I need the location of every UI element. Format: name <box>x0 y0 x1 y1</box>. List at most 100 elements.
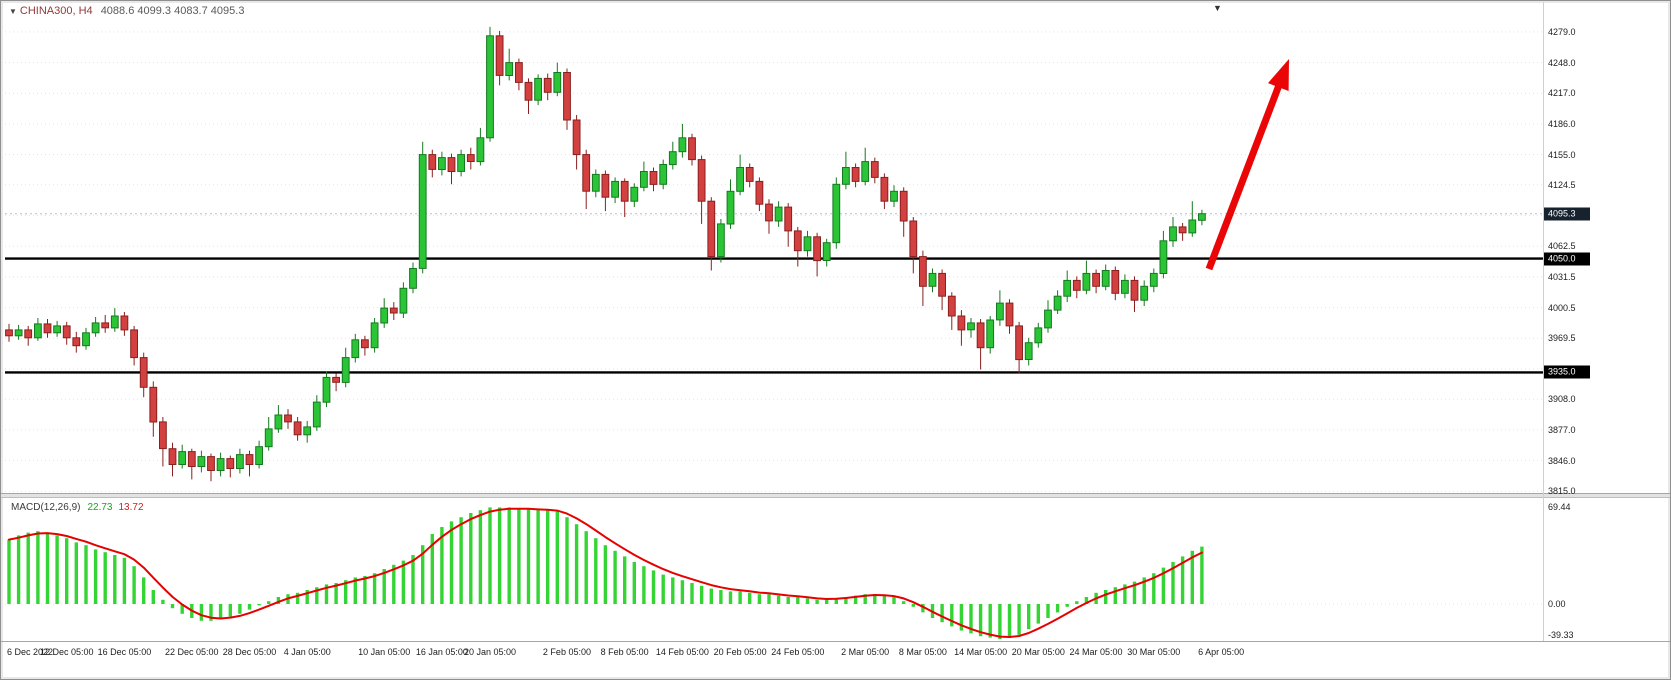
time-tick-label: 4 Jan 05:00 <box>283 647 331 657</box>
candle <box>428 149 437 178</box>
macd-tick-label: 69.44 <box>1548 502 1571 512</box>
trend-arrow-object[interactable] <box>1205 59 1289 271</box>
macd-histogram-bar <box>978 604 983 637</box>
candle <box>524 78 533 114</box>
time-axis[interactable]: 6 Dec 2022 12 Dec 05:00 16 Dec 05:00 22 Dec… <box>1 642 1670 664</box>
price-tick-label: 3877.0 <box>1548 424 1576 435</box>
macd-histogram-bar <box>728 591 733 604</box>
candle <box>784 203 793 247</box>
hline-price-label: 4050.0 <box>1544 252 1590 266</box>
macd-histogram-bar <box>430 534 434 604</box>
candle <box>149 381 158 437</box>
macd-histogram-bar <box>603 545 608 604</box>
price-tick-label: 3815.0 <box>1548 486 1576 497</box>
main-chart-area[interactable] <box>5 19 1543 492</box>
candle <box>178 444 187 469</box>
macd-histogram-bar <box>844 597 848 604</box>
candle <box>928 268 937 293</box>
macd-histogram-bar <box>1046 604 1050 618</box>
candle <box>717 219 725 263</box>
candle <box>1111 266 1120 301</box>
macd-histogram-bar <box>1200 546 1204 604</box>
macd-tick-label: -39.33 <box>1548 630 1574 640</box>
panel-splitter[interactable] <box>1 493 1670 498</box>
price-tick-label: 4124.5 <box>1548 179 1576 190</box>
time-tick-label: 24 Feb 05:00 <box>771 647 825 657</box>
macd-histogram-bar <box>940 604 944 623</box>
macd-histogram-bar <box>199 604 204 621</box>
macd-histogram-bar <box>555 511 559 604</box>
macd-histogram-bar <box>74 542 78 604</box>
macd-histogram-bar <box>103 552 107 604</box>
macd-histogram-bar <box>1075 601 1079 604</box>
main-chart-svg[interactable] <box>5 19 1543 492</box>
macd-histogram-bar <box>238 604 242 614</box>
macd-chart-svg[interactable] <box>5 498 1543 640</box>
macd-histogram-bar <box>671 577 675 604</box>
macd-histogram-bar <box>151 590 155 604</box>
candle <box>72 331 81 353</box>
macd-indicator-area[interactable] <box>5 498 1543 640</box>
macd-histogram-bar <box>353 577 357 604</box>
candle <box>726 179 735 229</box>
candle <box>947 292 956 330</box>
candle <box>389 302 398 320</box>
price-axis[interactable]: 4279.0 4248.0 4217.0 4186.0 4155.0 4124.5 4062… <box>1544 1 1670 641</box>
candle <box>668 141 677 170</box>
macd-histogram-bar <box>546 510 550 604</box>
candle <box>457 149 466 177</box>
candle <box>1082 260 1091 295</box>
macd-histogram-bar <box>209 604 213 621</box>
candle <box>130 325 138 366</box>
chart-shift-marker-icon[interactable]: ▼ <box>1213 3 1222 13</box>
candle <box>534 74 543 106</box>
macd-signal-value: 13.72 <box>118 502 144 513</box>
candle <box>563 68 571 130</box>
macd-histogram-bar <box>228 604 232 617</box>
price-tick-label: 4279.0 <box>1548 26 1576 37</box>
macd-indicator-label: MACD(12,26,9) 22.73 13.72 <box>11 502 144 513</box>
macd-histogram-bar <box>497 507 502 604</box>
macd-main-value: 22.73 <box>87 502 113 513</box>
macd-histogram-bar <box>36 531 40 604</box>
price-tick-label: 4031.5 <box>1548 271 1576 282</box>
candle <box>1101 264 1110 291</box>
macd-histogram-bar <box>84 545 88 604</box>
macd-histogram-bar <box>392 564 396 604</box>
time-tick-label: 16 Dec 05:00 <box>97 647 152 657</box>
macd-histogram-bar <box>969 604 973 634</box>
macd-histogram-bar <box>574 524 579 604</box>
macd-histogram-bar <box>815 599 819 604</box>
candle <box>91 317 100 337</box>
candle <box>1140 280 1149 307</box>
macd-histogram-bar <box>469 513 473 604</box>
candle <box>649 167 658 192</box>
macd-histogram-bar <box>401 560 406 604</box>
macd-histogram-bar <box>507 507 511 604</box>
macd-histogram-bar <box>1084 597 1089 604</box>
candle <box>34 318 42 341</box>
macd-histogram-bar <box>257 604 261 606</box>
candle <box>110 308 119 332</box>
macd-histogram-bar <box>998 604 1002 639</box>
candle <box>1053 290 1062 314</box>
macd-histogram-bar <box>478 510 483 604</box>
macd-histogram-bar <box>699 585 704 604</box>
candle <box>572 115 581 170</box>
macd-histogram-bar <box>1036 604 1040 624</box>
candle <box>1092 269 1100 294</box>
candle <box>755 177 764 212</box>
candle <box>139 352 148 398</box>
candle <box>466 147 475 170</box>
candle <box>1072 276 1081 299</box>
candle <box>822 238 831 267</box>
candle <box>495 30 504 86</box>
macd-histogram-bar <box>902 601 906 604</box>
macd-histogram-bar <box>344 580 348 604</box>
candle <box>322 371 331 408</box>
candle <box>1178 222 1187 241</box>
price-tick-label: 4062.5 <box>1548 241 1576 252</box>
macd-histogram-bar <box>488 507 492 604</box>
candle <box>899 187 908 237</box>
